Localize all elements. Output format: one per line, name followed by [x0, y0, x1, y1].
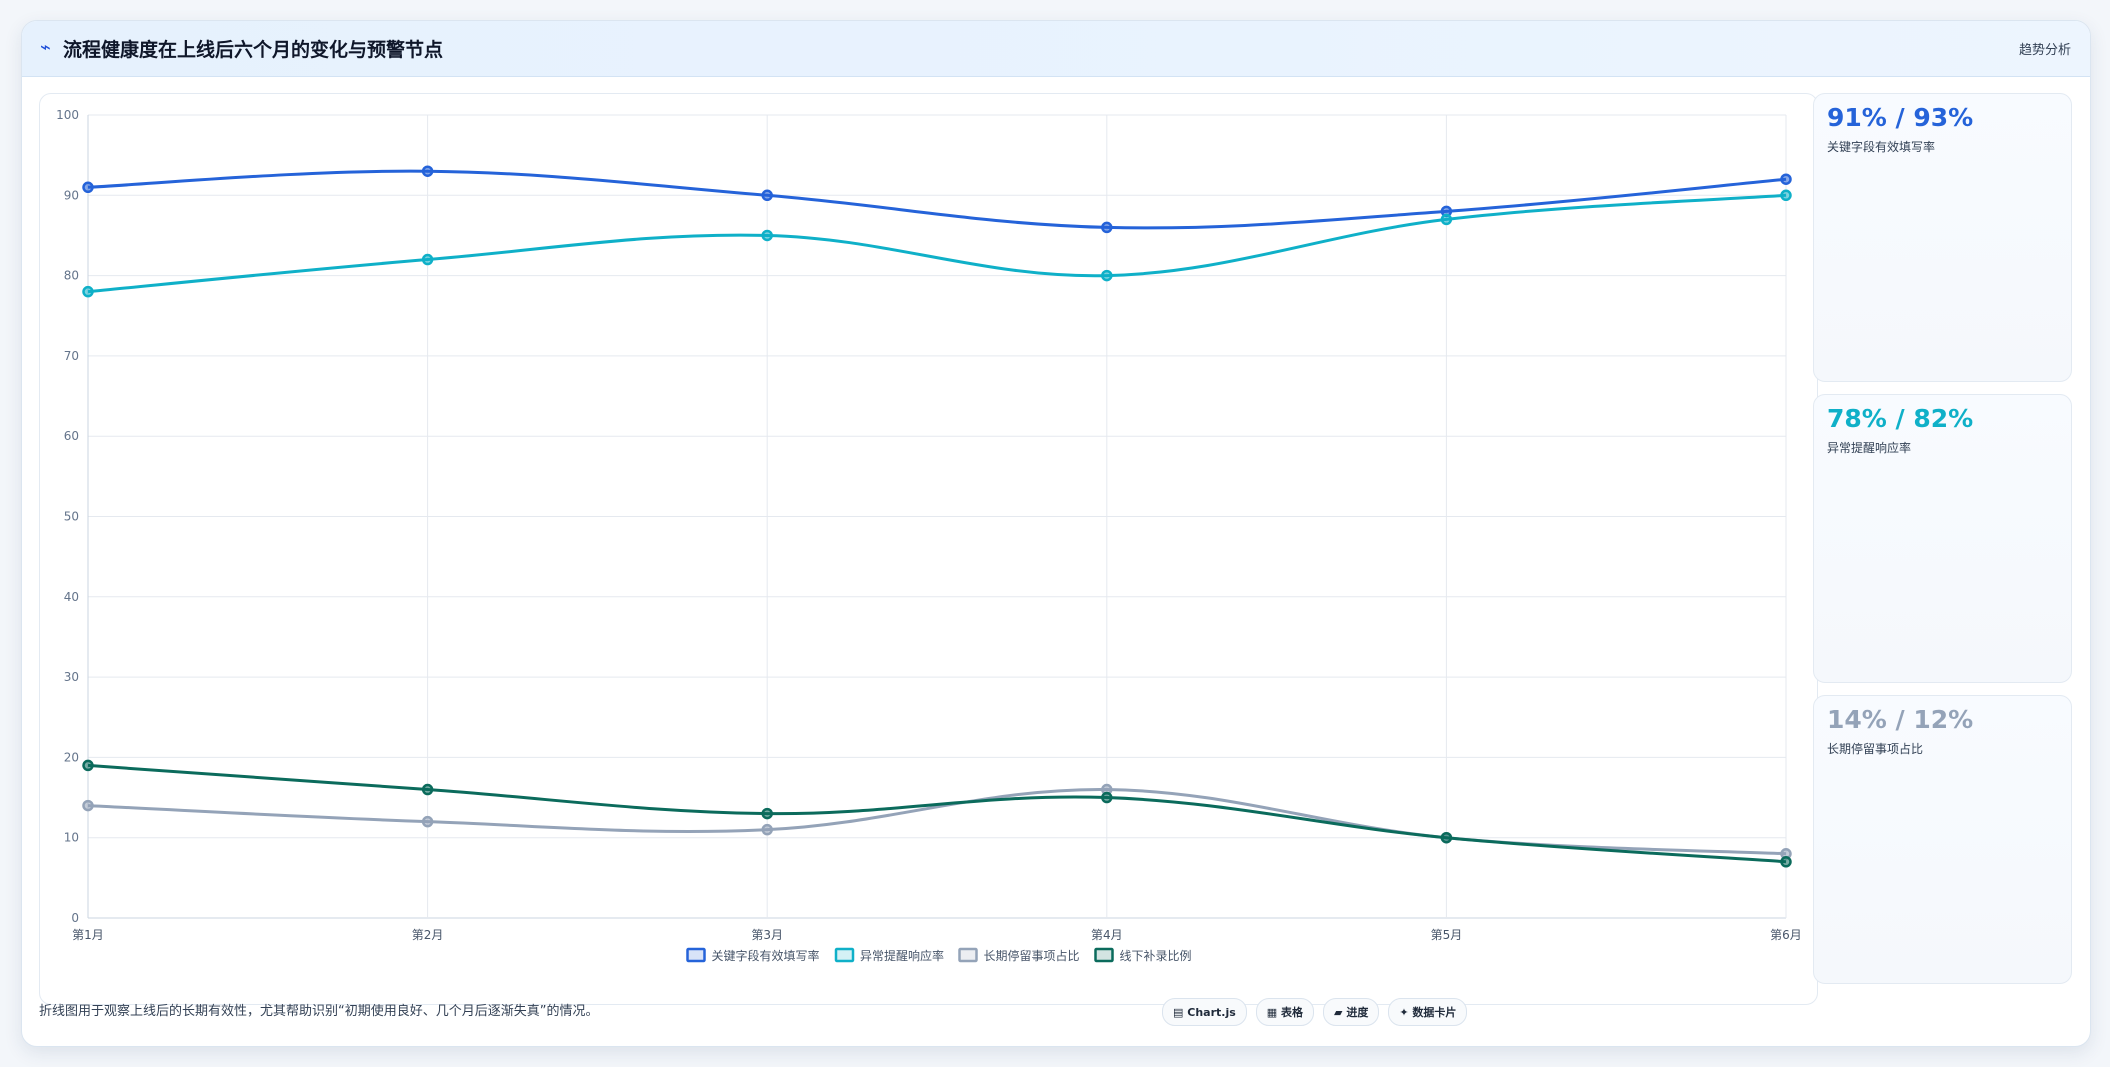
y-tick-label: 100 [56, 108, 79, 122]
chart-icon: ▤ [1173, 1005, 1184, 1019]
data-point [1780, 173, 1792, 185]
pill-data-card[interactable]: ✦ 数据卡片 [1388, 998, 1468, 1026]
kpi-label: 长期停留事项占比 [1827, 742, 1924, 756]
data-point [1780, 856, 1792, 868]
pill-label: 进度 [1346, 1006, 1369, 1019]
table-icon: ▦ [1266, 1005, 1278, 1019]
chart-description: 折线图用于观察上线后的长期有效性，尤其帮助识别“初期使用良好、几个月后逐渐失真”… [39, 1004, 599, 1019]
kpi-value: 91% / 93% [1827, 103, 1974, 132]
kpi-value: 78% / 82% [1827, 404, 1974, 433]
y-tick-label: 10 [64, 831, 79, 845]
panel-title: 流程健康度在上线后六个月的变化与预警节点 [63, 39, 444, 61]
dashboard-panel: ⌁ 流程健康度在上线后六个月的变化与预警节点 趋势分析 0 10 20 30 40 50 6… [21, 20, 2091, 1047]
trend-icon: ⌁ [40, 37, 51, 58]
kpi-card-long-stay-ratio: 14% / 12% 长期停留事项占比 [1813, 695, 2072, 984]
data-point [1440, 213, 1453, 226]
kpi-label: 异常提醒响应率 [1827, 441, 1912, 455]
data-point [761, 229, 773, 242]
line-chart: 0 10 20 30 40 50 60 70 80 90 100 第1月 第2月 第3月 第4月 第5月 第6月… [56, 108, 1802, 963]
series-line [87, 169, 1787, 230]
analysis-tag: 趋势分析 [2018, 43, 2071, 58]
data-point [82, 759, 94, 772]
data-point [421, 815, 434, 828]
line-chart-card: 0 10 20 30 40 50 60 70 80 90 100 第1月 第2月 第3月 第4月 第5月 第6月… [39, 93, 1818, 1005]
legend-label: 线下补录比例 [1120, 949, 1192, 963]
kpi-label: 关键字段有效填写率 [1827, 140, 1936, 154]
pill-table[interactable]: ▦ 表格 [1255, 998, 1315, 1026]
data-point [1101, 221, 1113, 234]
y-tick-label: 60 [64, 429, 79, 443]
pill-label: Chart.js [1187, 1005, 1236, 1019]
kpi-value: 14% / 12% [1827, 705, 1974, 734]
kpi-card-alert-response-rate: 78% / 82% 异常提醒响应率 [1813, 394, 2072, 683]
legend-label: 异常提醒响应率 [860, 948, 944, 963]
series-line [87, 763, 1787, 864]
pill-label: 数据卡片 [1412, 1006, 1457, 1019]
progress-icon: ▰ [1334, 1005, 1343, 1019]
data-point [1780, 189, 1792, 202]
legend-swatch [834, 947, 855, 963]
legend-swatch [686, 947, 706, 963]
pill-progress[interactable]: ▰ 进度 [1323, 998, 1380, 1026]
data-point [761, 807, 773, 820]
x-tick-label: 第3月 [751, 928, 783, 942]
series-line [87, 193, 1787, 294]
sparkle-icon: ✦ [1399, 1005, 1409, 1019]
data-point [82, 799, 94, 812]
data-point [1101, 791, 1113, 804]
data-point [761, 189, 773, 202]
legend-label: 关键字段有效填写率 [712, 948, 820, 963]
y-tick-label: 20 [64, 750, 79, 764]
x-tick-label: 第2月 [412, 928, 444, 942]
x-tick-label: 第6月 [1770, 928, 1802, 942]
y-tick-label: 40 [64, 590, 79, 604]
y-tick-label: 70 [64, 349, 79, 363]
legend-swatch [958, 947, 978, 963]
legend-swatch [1094, 947, 1114, 963]
pill-label: 表格 [1281, 1006, 1304, 1019]
legend-label: 长期停留事项占比 [984, 948, 1080, 963]
kpi-card-field-fill-rate: 91% / 93% 关键字段有效填写率 [1813, 93, 2072, 382]
y-tick-label: 90 [64, 188, 79, 202]
pill-chartjs[interactable]: ▤ Chart.js [1162, 998, 1247, 1026]
x-tick-label: 第4月 [1091, 928, 1123, 942]
data-point [761, 823, 773, 836]
panel-header: ⌁ 流程健康度在上线后六个月的变化与预警节点 趋势分析 [22, 21, 2090, 77]
y-tick-label: 80 [64, 269, 79, 283]
data-point [82, 181, 94, 194]
data-point [82, 285, 94, 298]
data-point [1440, 831, 1453, 844]
y-tick-label: 30 [64, 670, 79, 684]
x-tick-label: 第5月 [1431, 928, 1463, 942]
y-tick-label: 0 [71, 911, 79, 925]
data-point [421, 783, 434, 796]
data-point [421, 253, 434, 266]
tech-pills: ▤ Chart.js ▦ 表格 ▰ 进度 ✦ 数据卡片 [1162, 998, 1468, 1026]
data-point [421, 165, 434, 177]
data-point [1101, 269, 1113, 282]
x-tick-label: 第1月 [72, 928, 104, 942]
y-tick-label: 50 [64, 510, 79, 524]
